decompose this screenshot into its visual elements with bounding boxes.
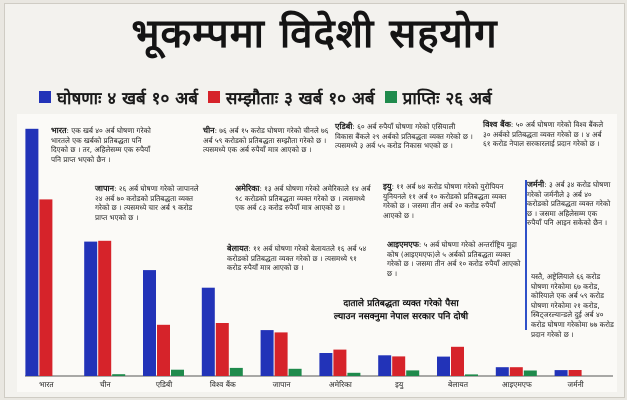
x-tick-label-1: चीन bbox=[100, 380, 112, 389]
note-india: भारत: एक खर्ब ४० अर्ब घोषणा गरेको भारतले… bbox=[51, 126, 151, 164]
x-tick-label-6: इयु bbox=[395, 380, 404, 390]
bar-received-7 bbox=[465, 374, 478, 376]
note-germany: जर्मनी: ३ अर्ब ३४ करोड घोषणा गरेको जर्मन… bbox=[527, 180, 611, 228]
bar-announced-8 bbox=[495, 367, 509, 376]
bar-agreed-2 bbox=[157, 324, 170, 376]
legend-item-announced: घोषणाः ४ खर्ब १० अर्ब bbox=[39, 86, 198, 109]
note-others: यस्तै, अष्ट्रेलियाले ६६ करोड घोषणा गरेको… bbox=[531, 272, 614, 339]
bar-announced-9 bbox=[554, 370, 568, 376]
note-divider-line bbox=[525, 180, 527, 330]
bar-agreed-1 bbox=[98, 240, 112, 376]
legend-item-agreed: सम्झौताः ३ खर्ब १० अर्ब bbox=[207, 86, 375, 109]
bar-agreed-9 bbox=[568, 370, 582, 376]
bar-agreed-4 bbox=[274, 332, 288, 376]
note-uk: बेलायत: ११ अर्ब घोषणा गरेको बेलायतले १६ … bbox=[227, 244, 367, 273]
x-tick-label-3: विश्व बैंक bbox=[210, 380, 236, 389]
conclusion-text: दाताले प्रतिबद्धता व्यक्त गरेको पैसा ल्य… bbox=[333, 299, 469, 322]
bar-announced-7 bbox=[437, 356, 450, 376]
bar-chart: भारत चीन एडिबी विश्व बैंक जापान अमेरिका इयु बेल… bbox=[25, 128, 613, 390]
bar-agreed-7 bbox=[451, 346, 464, 376]
bar-received-4 bbox=[288, 368, 302, 376]
note-imf: आइएमएफ: ५ अर्ब घोषणा गरेको अन्तर्राष्ट्र… bbox=[387, 240, 521, 278]
bar-announced-6 bbox=[378, 355, 392, 376]
legend-label-agreed: सम्झौताः ३ खर्ब १० अर्ब bbox=[225, 88, 375, 109]
bar-announced-4 bbox=[260, 330, 274, 376]
bar-agreed-6 bbox=[392, 356, 406, 376]
headline: भूकम्पमा विदेशी सहयोग bbox=[131, 10, 498, 57]
x-tick-label-7: बेलायत bbox=[448, 380, 469, 389]
legend-label-announced: घोषणाः ४ खर्ब १० अर्ब bbox=[57, 88, 198, 109]
legend-swatch-blue bbox=[39, 91, 51, 103]
note-world-bank: विश्व बैंक: ५० अर्ब घोषणा गरेको विश्व बै… bbox=[483, 120, 604, 149]
x-tick-label-2: एडिबी bbox=[156, 380, 173, 389]
bar-agreed-8 bbox=[509, 367, 523, 376]
bar-announced-3 bbox=[201, 287, 215, 376]
legend-swatch-red bbox=[207, 91, 220, 103]
chart-panel: भारत चीन एडिबी विश्व बैंक जापान अमेरिका इयु बेल… bbox=[17, 114, 617, 392]
bar-announced-5 bbox=[319, 353, 333, 376]
bar-received-5 bbox=[347, 372, 361, 376]
bar-received-2 bbox=[171, 369, 184, 376]
bar-received-8 bbox=[523, 370, 537, 376]
x-tick-label-5: अमेरिका bbox=[329, 380, 353, 389]
legend-swatch-green bbox=[384, 91, 397, 103]
legend-item-received: प्राप्तिः २६ अर्ब bbox=[384, 86, 492, 109]
bar-agreed-5 bbox=[333, 349, 347, 376]
bar-agreed-0 bbox=[39, 199, 53, 376]
legend-label-received: प्राप्तिः २६ अर्ब bbox=[402, 88, 492, 109]
note-usa: अमेरिका: १३ अर्ब घोषणा गरेको अमेरिकाले १… bbox=[235, 184, 371, 213]
bar-announced-1 bbox=[84, 241, 98, 376]
newspaper-clipping: भूकम्पमा विदेशी सहयोग घोषणाः ४ खर्ब १० अ… bbox=[4, 3, 625, 398]
x-tick-label-4: जापान bbox=[273, 380, 292, 389]
note-eu: इयु: ११ अर्ब ७४ करोड घोषणा गरेको युरोपिय… bbox=[383, 182, 507, 220]
note-japan: जापान: २६ अर्ब घोषणा गरेको जापानले २४ अर… bbox=[95, 184, 199, 222]
bar-received-1 bbox=[112, 374, 126, 376]
bar-announced-0 bbox=[25, 128, 39, 376]
bar-received-6 bbox=[406, 370, 420, 376]
bar-agreed-3 bbox=[215, 323, 229, 376]
bar-announced-2 bbox=[143, 270, 156, 376]
bar-received-3 bbox=[229, 367, 243, 376]
x-tick-label-0: भारत bbox=[39, 380, 54, 389]
note-china: चीन: ७६ अर्ब १५ करोड घोषणा गरेको चीनले ७… bbox=[203, 126, 329, 155]
x-tick-label-8: आइएमएफ bbox=[502, 380, 532, 389]
chart-legend: घोषणाः ४ खर्ब १० अर्ब सम्झौताः ३ खर्ब १०… bbox=[39, 84, 492, 110]
note-adb: एडिबी: ६० अर्ब रुपैयाँ घोषणा गरेको एसिया… bbox=[335, 122, 473, 151]
x-tick-label-9: जर्मनी bbox=[568, 380, 585, 389]
